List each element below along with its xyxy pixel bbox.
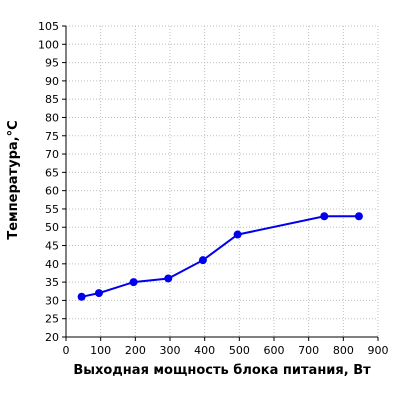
x-tick-label: 500 xyxy=(229,344,250,357)
y-tick-label: 95 xyxy=(45,57,59,70)
data-point xyxy=(354,212,363,221)
y-tick-labels: 20 25 30 35 40 45 50 55 60 65 70 75 80 85 90 95 100 105 xyxy=(38,20,59,344)
series-line xyxy=(81,215,359,298)
x-tick-labels: 0 100 200 300 400 500 600 700 800 900 xyxy=(63,344,389,357)
x-tick-label: 900 xyxy=(368,344,389,357)
y-tick-label: 105 xyxy=(38,20,59,33)
y-tick-label: 35 xyxy=(45,276,59,289)
y-tick-label: 20 xyxy=(45,331,59,344)
x-tick-label: 100 xyxy=(90,344,111,357)
grid-lines xyxy=(65,25,379,338)
data-point xyxy=(94,289,103,298)
y-tick-label: 40 xyxy=(45,258,59,271)
data-point xyxy=(320,212,329,221)
y-tick-label: 80 xyxy=(45,111,59,124)
x-tick-label: 600 xyxy=(264,344,285,357)
x-tick-label: 700 xyxy=(298,344,319,357)
x-tick-label: 800 xyxy=(333,344,354,357)
series xyxy=(77,212,363,301)
data-point xyxy=(129,278,138,287)
data-point xyxy=(198,256,207,265)
y-tick-label: 55 xyxy=(45,203,59,216)
x-tick-label: 0 xyxy=(63,344,70,357)
y-tick-label: 75 xyxy=(45,130,59,143)
y-tick-label: 85 xyxy=(45,93,59,106)
y-tick-label: 45 xyxy=(45,240,59,253)
y-tick-label: 90 xyxy=(45,75,59,88)
axes xyxy=(62,25,379,341)
y-tick-label: 30 xyxy=(45,294,59,307)
x-tick-label: 300 xyxy=(160,344,181,357)
y-tick-label: 60 xyxy=(45,185,59,198)
data-point xyxy=(77,292,86,301)
x-tick-label: 200 xyxy=(125,344,146,357)
y-tick-label: 70 xyxy=(45,148,59,161)
x-tick-label: 400 xyxy=(194,344,215,357)
y-tick-label: 25 xyxy=(45,313,59,326)
x-axis-title: Выходная мощность блока питания, Вт xyxy=(73,363,371,378)
y-tick-label: 65 xyxy=(45,166,59,179)
data-point xyxy=(164,274,173,283)
data-point xyxy=(233,230,242,239)
y-tick-label: 50 xyxy=(45,221,59,234)
y-axis-title: Температура,°C xyxy=(6,120,21,239)
y-tick-label: 100 xyxy=(38,38,59,51)
